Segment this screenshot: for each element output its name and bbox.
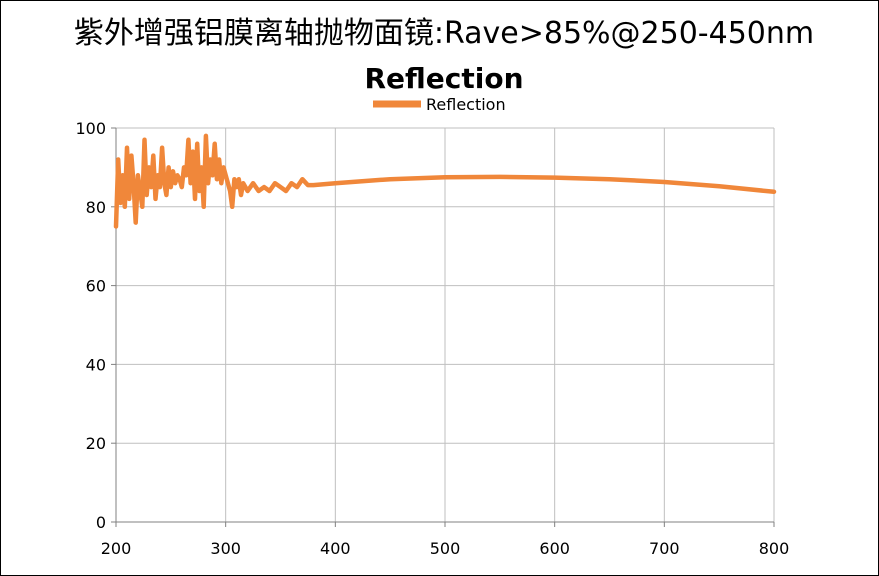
x-tick-label: 200 [101,539,132,558]
tick-labels: 0 20 40 60 80 100 200 300 400 500 600 700 800 [75,119,789,558]
x-tick-label: 400 [320,539,351,558]
legend: Reflection [373,95,506,114]
series-group [113,133,777,229]
y-tick-label: 40 [86,355,106,374]
gridlines [115,127,775,523]
y-tick-label: 60 [86,277,106,296]
x-tick-label: 700 [649,539,680,558]
x-tick-label: 800 [759,539,790,558]
y-tick-label: 20 [86,434,106,453]
series-line-0 [113,133,777,229]
x-tick-label: 500 [430,539,461,558]
axes [111,127,775,527]
y-tick-label: 0 [96,513,106,532]
legend-label: Reflection [426,95,506,114]
chart-title: Reflection [364,62,523,95]
y-tick-label: 100 [75,119,106,138]
x-tick-label: 600 [539,539,570,558]
x-tick-label: 300 [210,539,241,558]
y-tick-label: 80 [86,198,106,217]
page-heading: 紫外增强铝膜离轴抛物面镜:Rave>85%@250-450nm [74,16,814,51]
